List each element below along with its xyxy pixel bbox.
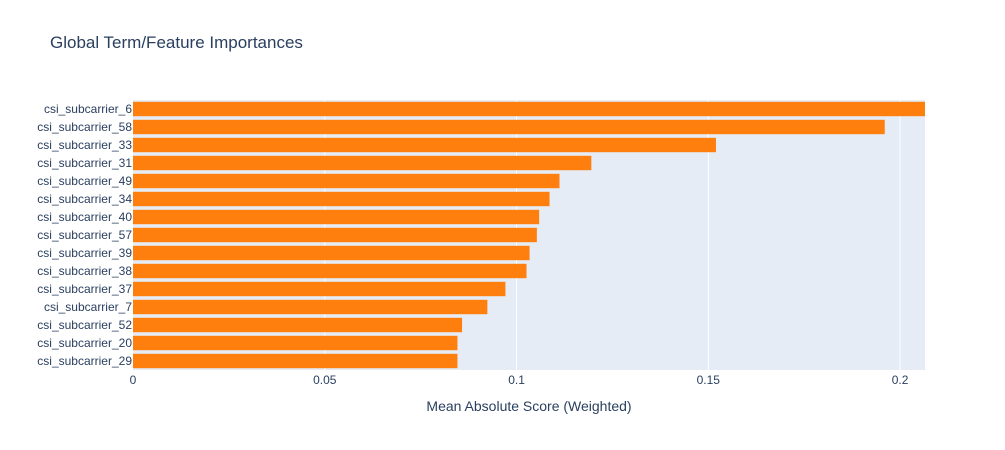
bar[interactable] bbox=[133, 317, 463, 333]
bar[interactable] bbox=[133, 191, 550, 207]
bar[interactable] bbox=[133, 227, 537, 243]
bars bbox=[133, 101, 925, 369]
y-tick-label: csi_subcarrier_31 bbox=[37, 156, 132, 170]
bar[interactable] bbox=[133, 245, 530, 261]
y-tick-label: csi_subcarrier_6 bbox=[44, 102, 132, 116]
y-tick-label: csi_subcarrier_40 bbox=[37, 210, 132, 224]
y-tick-labels: csi_subcarrier_6 csi_subcarrier_58 csi_sub… bbox=[37, 102, 132, 368]
bar[interactable] bbox=[133, 155, 592, 171]
y-tick-label: csi_subcarrier_34 bbox=[37, 192, 132, 206]
bar[interactable] bbox=[133, 101, 925, 117]
chart-title: Global Term/Feature Importances bbox=[50, 33, 303, 52]
x-tick-label: 0.15 bbox=[697, 373, 721, 387]
y-tick-label: csi_subcarrier_33 bbox=[37, 138, 132, 152]
bar[interactable] bbox=[133, 299, 488, 315]
y-tick-label: csi_subcarrier_58 bbox=[37, 120, 132, 134]
bar[interactable] bbox=[133, 119, 885, 135]
bar[interactable] bbox=[133, 281, 506, 297]
bar[interactable] bbox=[133, 335, 458, 351]
y-tick-label: csi_subcarrier_37 bbox=[37, 282, 132, 296]
x-axis-title: Mean Absolute Score (Weighted) bbox=[426, 398, 631, 414]
y-tick-label: csi_subcarrier_38 bbox=[37, 264, 132, 278]
y-tick-label: csi_subcarrier_57 bbox=[37, 228, 132, 242]
x-tick-label: 0 bbox=[130, 373, 137, 387]
y-tick-label: csi_subcarrier_20 bbox=[37, 336, 132, 350]
bar[interactable] bbox=[133, 353, 458, 369]
y-tick-label: csi_subcarrier_7 bbox=[44, 300, 132, 314]
y-tick-label: csi_subcarrier_39 bbox=[37, 246, 132, 260]
y-tick-label: csi_subcarrier_52 bbox=[37, 318, 132, 332]
bar[interactable] bbox=[133, 173, 560, 189]
y-tick-label: csi_subcarrier_49 bbox=[37, 174, 132, 188]
x-tick-label: 0.05 bbox=[313, 373, 337, 387]
y-tick-label: csi_subcarrier_29 bbox=[37, 354, 132, 368]
bar[interactable] bbox=[133, 137, 716, 153]
x-tick-label: 0.1 bbox=[508, 373, 525, 387]
bar[interactable] bbox=[133, 263, 527, 279]
x-tick-label: 0.2 bbox=[892, 373, 909, 387]
bar[interactable] bbox=[133, 209, 540, 225]
x-tick-labels: 0 0.05 0.1 0.15 0.2 bbox=[130, 373, 909, 387]
